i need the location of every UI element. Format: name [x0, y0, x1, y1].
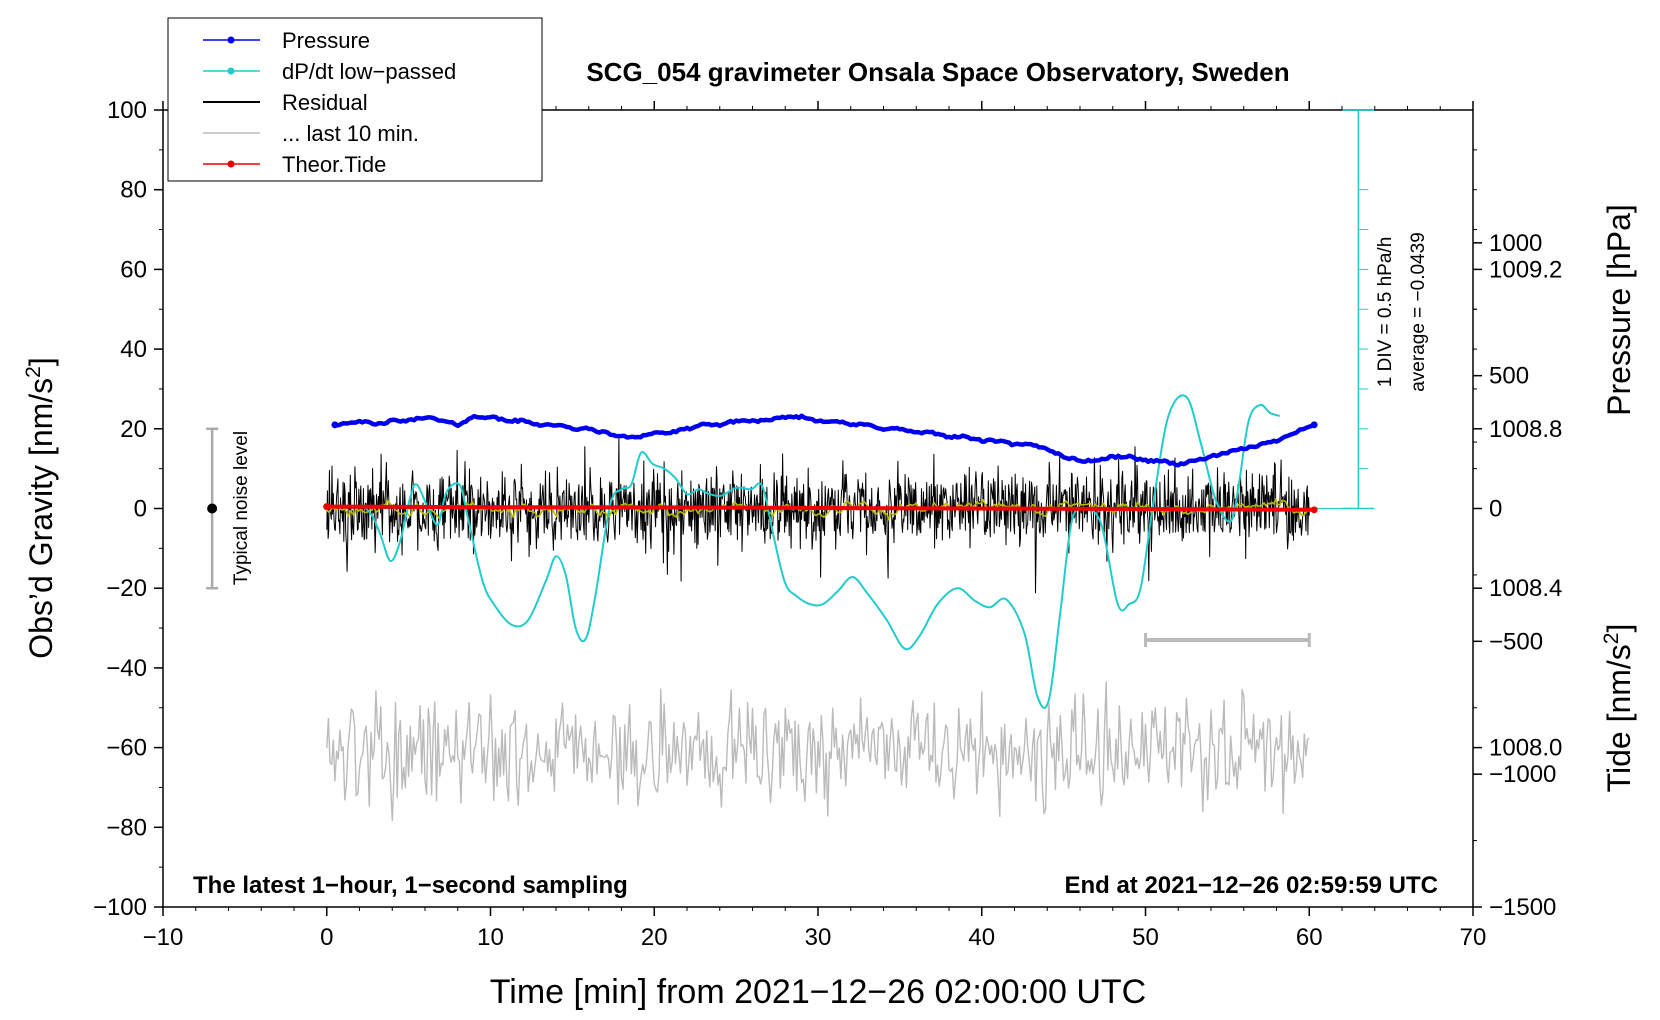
- pressure-tick-label: 1008.8: [1489, 416, 1562, 443]
- pressure-axis-label: Pressure [hPa]: [1601, 204, 1637, 416]
- pressure-tick-label: 1009.2: [1489, 256, 1562, 283]
- y-axis-left-label: Obs’d Gravity [nm/s2]: [22, 357, 59, 659]
- y-tick-label: 80: [120, 177, 147, 204]
- legend: Pressure dP/dt low−passed Residual ... last…: [167, 17, 543, 182]
- y-tick-label: −60: [106, 735, 147, 762]
- pressure-line: [334, 413, 1316, 468]
- tide-tick-label: −500: [1489, 628, 1543, 655]
- x-tick-label: 70: [1460, 924, 1487, 951]
- tide-start-point: [323, 503, 331, 511]
- tide-series: [323, 503, 1318, 514]
- dpdt-series: [362, 394, 1281, 709]
- y-tick-label: 60: [120, 256, 147, 283]
- x-tick-label: 50: [1132, 924, 1159, 951]
- x-tick-label: 0: [320, 924, 333, 951]
- noise-bar-center-dot: [207, 503, 218, 514]
- y-tick-label: 40: [120, 336, 147, 363]
- legend-marker: [227, 160, 235, 168]
- legend-box: [167, 17, 543, 182]
- tide-axis-label: Tide [nm/s2]: [1600, 624, 1637, 793]
- dpdt-average-label: average = −0.0439: [1408, 232, 1429, 392]
- y-axis-left-label-main: Obs’d Gravity [nm/s: [23, 378, 59, 659]
- tide-axis-label-main: Tide [nm/s: [1601, 644, 1637, 792]
- last10-series: [326, 681, 1310, 821]
- tide-tick-label: −1000: [1489, 761, 1556, 788]
- tide-tick-label: 0: [1489, 496, 1502, 523]
- dpdt-div-label: 1 DIV = 0.5 hPa/h: [1375, 237, 1396, 388]
- legend-label: dP/dt low−passed: [282, 59, 456, 84]
- tide-tick-label: 500: [1489, 363, 1529, 390]
- y-tick-label: −20: [106, 575, 147, 602]
- pressure-tick-label: 1008.4: [1489, 575, 1562, 602]
- x-tick-label: 40: [968, 924, 995, 951]
- tide-axis-ticks: 1000 500 0 −500 −1000 −1500: [1473, 230, 1556, 921]
- pressure-end-point: [1310, 421, 1318, 429]
- legend-label: Residual: [282, 90, 368, 115]
- noise-level-label: Typical noise level: [231, 431, 252, 585]
- legend-label: Theor.Tide: [282, 152, 386, 177]
- tide-axis-label-sup: 2: [1600, 633, 1623, 645]
- chart-title: SCG_054 gravimeter Onsala Space Observat…: [586, 57, 1289, 87]
- x-axis-label: Time [min] from 2021−12−26 02:00:00 UTC: [490, 973, 1146, 1011]
- legend-label: ... last 10 min.: [282, 121, 419, 146]
- dpdt-line: [362, 394, 1281, 709]
- x-tick-label: 60: [1296, 924, 1323, 951]
- y-tick-label: −100: [93, 894, 147, 921]
- residual-series: [326, 435, 1310, 594]
- y-tick-label: 0: [134, 496, 147, 523]
- last10-bracket: [1144, 633, 1311, 648]
- pressure-tick-label: 1008.0: [1489, 735, 1562, 762]
- tide-tick-label: 1000: [1489, 230, 1542, 257]
- y-tick-label: −80: [106, 814, 147, 841]
- y-tick-label: 100: [107, 97, 147, 124]
- legend-marker: [227, 36, 235, 44]
- legend-label: Pressure: [282, 28, 370, 53]
- pressure-series: [331, 413, 1318, 468]
- tide-tick-label: −1500: [1489, 894, 1556, 921]
- y-tick-label: −40: [106, 655, 147, 682]
- legend-items: Pressure dP/dt low−passed Residual ... last…: [203, 28, 456, 177]
- x-tick-label: 20: [641, 924, 668, 951]
- y-tick-label: 20: [120, 416, 147, 443]
- legend-marker: [227, 67, 235, 75]
- tide-end-point: [1310, 506, 1318, 514]
- y-axis-left-label-end: ]: [23, 357, 59, 366]
- y-axis-left-ticks: 100 80 60 40 20 0 −20 −40 −60 −80 −100: [93, 97, 163, 921]
- x-axis-ticks: −10 0 10 20 30 40 50 60 70: [143, 101, 1487, 951]
- residual-line: [326, 435, 1310, 594]
- last10-line: [326, 681, 1310, 821]
- pressure-axis-ticks: 1009.2 1008.8 1008.4 1008.0: [1473, 149, 1562, 762]
- annotation-sampling: The latest 1−hour, 1−second sampling: [193, 872, 628, 899]
- tide-line: [326, 504, 1315, 512]
- y-axis-left-label-sup: 2: [22, 366, 45, 378]
- x-tick-label: 10: [477, 924, 504, 951]
- annotation-end-time: End at 2021−12−26 02:59:59 UTC: [1064, 872, 1438, 899]
- noise-level-bar: [206, 427, 219, 590]
- tide-axis-label-end: ]: [1601, 624, 1637, 633]
- x-tick-label: 30: [805, 924, 832, 951]
- x-tick-label: −10: [143, 924, 184, 951]
- pressure-start-point: [331, 421, 339, 429]
